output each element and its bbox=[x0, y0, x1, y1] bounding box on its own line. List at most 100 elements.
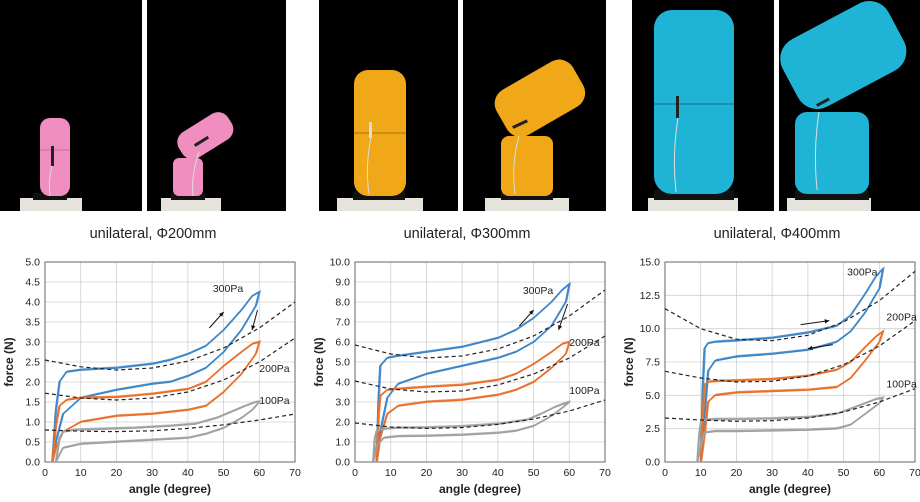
y-tick-label: 0.5 bbox=[25, 437, 40, 449]
force-angle-chart-200: 0.0 0.5 1.0 1.5 2.0 2.5 3.0 3.5 4.0 4.5 5.0 0 10 20 30… bbox=[2, 257, 301, 497]
actuator-illustration bbox=[337, 70, 423, 211]
x-tick-label: 10 bbox=[75, 467, 87, 479]
series-label: 200Pa bbox=[886, 312, 917, 324]
series-label: 300Pa bbox=[213, 283, 244, 295]
y-axis-label: force (N) bbox=[312, 337, 326, 386]
photo-200-bent bbox=[147, 0, 286, 211]
y-tick-label: 0.0 bbox=[25, 457, 40, 469]
y-tick-label: 10.0 bbox=[330, 257, 351, 269]
arrow-head bbox=[218, 312, 224, 317]
y-tick-label: 1.0 bbox=[25, 417, 40, 429]
y-tick-label: 5.0 bbox=[645, 390, 660, 402]
caption-400: unilateral, Φ400mm bbox=[713, 226, 841, 242]
y-tick-label: 2.0 bbox=[335, 417, 350, 429]
y-tick-label: 1.0 bbox=[335, 437, 350, 449]
x-tick-label: 10 bbox=[385, 467, 397, 479]
photo-300-bent bbox=[463, 0, 606, 211]
arrow-head bbox=[251, 325, 256, 330]
x-tick-label: 40 bbox=[802, 467, 814, 479]
y-axis-label: force (N) bbox=[2, 337, 16, 386]
y-tick-label: 12.5 bbox=[640, 290, 661, 302]
y-tick-label: 0.0 bbox=[335, 457, 350, 469]
y-tick-label: 1.5 bbox=[25, 397, 40, 409]
y-tick-label: 4.5 bbox=[25, 277, 40, 289]
arrow-head bbox=[824, 319, 830, 324]
chart-300: 0.0 1.0 2.0 3.0 4.0 5.0 6.0 7.0 8.0 9.0 10.0 0 10 20 3… bbox=[310, 252, 611, 502]
x-tick-label: 70 bbox=[599, 467, 611, 479]
y-tick-label: 5.0 bbox=[25, 257, 40, 269]
series-line-200Pa bbox=[375, 341, 571, 463]
photo-400-bent bbox=[779, 0, 920, 211]
x-tick-label: 20 bbox=[421, 467, 433, 479]
y-tick-label: 7.5 bbox=[645, 357, 660, 369]
x-tick-label: 50 bbox=[528, 467, 540, 479]
series-line-300Pa bbox=[51, 291, 261, 463]
arrow-head bbox=[807, 345, 813, 351]
x-axis-label: angle (degree) bbox=[129, 482, 211, 496]
x-tick-label: 70 bbox=[909, 467, 920, 479]
y-tick-label: 3.0 bbox=[335, 397, 350, 409]
series-line-trace-200Pa bbox=[52, 340, 262, 461]
y-tick-label: 6.0 bbox=[335, 337, 350, 349]
x-tick-label: 30 bbox=[146, 467, 158, 479]
series-label: 300Pa bbox=[847, 266, 878, 278]
y-tick-label: 8.0 bbox=[335, 297, 350, 309]
x-tick-label: 0 bbox=[352, 467, 358, 479]
plot-border bbox=[44, 261, 296, 463]
y-tick-label: 4.0 bbox=[25, 297, 40, 309]
caption-200: unilateral, Φ200mm bbox=[89, 226, 217, 242]
x-tick-label: 40 bbox=[492, 467, 504, 479]
direction-arrow bbox=[558, 303, 568, 331]
y-tick-label: 9.0 bbox=[335, 277, 350, 289]
plot-border bbox=[354, 261, 606, 463]
series-line-trace-200Pa bbox=[377, 340, 572, 461]
direction-arrow bbox=[800, 320, 830, 326]
force-angle-chart-300: 0.0 1.0 2.0 3.0 4.0 5.0 6.0 7.0 8.0 9.0 10.0 0 10 20 3… bbox=[312, 257, 611, 497]
caption-300: unilateral, Φ300mm bbox=[403, 226, 531, 242]
fit-curve bbox=[664, 320, 916, 383]
actuator-illustration bbox=[20, 118, 82, 211]
x-tick-label: 0 bbox=[42, 467, 48, 479]
actuator-illustration bbox=[161, 112, 234, 211]
y-tick-label: 4.0 bbox=[335, 377, 350, 389]
x-tick-label: 50 bbox=[218, 467, 230, 479]
fit-curve bbox=[44, 301, 296, 371]
photo-300-straight bbox=[319, 0, 458, 211]
y-tick-label: 15.0 bbox=[640, 257, 661, 269]
series-line-trace-100Pa bbox=[56, 400, 262, 462]
y-tick-label: 2.5 bbox=[25, 357, 40, 369]
chart-400: 0.0 2.5 5.0 7.5 10.0 12.5 15.0 0 10 20 30 40 50 60 70 a… bbox=[620, 252, 920, 502]
series-line-trace-300Pa bbox=[52, 289, 262, 461]
x-tick-label: 30 bbox=[766, 467, 778, 479]
photo-200-straight bbox=[0, 0, 142, 211]
series-label: 200Pa bbox=[569, 337, 600, 349]
x-tick-label: 20 bbox=[111, 467, 123, 479]
series-label: 100Pa bbox=[259, 395, 290, 407]
y-tick-label: 5.0 bbox=[335, 357, 350, 369]
y-tick-label: 3.0 bbox=[25, 337, 40, 349]
y-tick-label: 0.0 bbox=[645, 457, 660, 469]
y-tick-label: 3.5 bbox=[25, 317, 40, 329]
y-tick-label: 2.5 bbox=[645, 423, 660, 435]
actuator-illustration bbox=[780, 1, 907, 211]
x-tick-label: 60 bbox=[563, 467, 575, 479]
x-tick-label: 30 bbox=[456, 467, 468, 479]
x-axis-label: angle (degree) bbox=[439, 482, 521, 496]
x-tick-label: 10 bbox=[695, 467, 707, 479]
y-tick-label: 2.0 bbox=[25, 377, 40, 389]
series-line-100Pa bbox=[372, 401, 571, 463]
series-line-trace-300Pa bbox=[701, 266, 885, 461]
plot-border bbox=[664, 261, 916, 463]
series-label: 100Pa bbox=[569, 385, 600, 397]
chart-200: 0.0 0.5 1.0 1.5 2.0 2.5 3.0 3.5 4.0 4.5 5.0 0 10 20 30… bbox=[0, 252, 301, 502]
actuator-illustration bbox=[485, 59, 586, 211]
series-line-200Pa bbox=[51, 341, 261, 463]
x-tick-label: 70 bbox=[289, 467, 301, 479]
series-line-100Pa bbox=[54, 401, 261, 463]
series-label: 100Pa bbox=[886, 378, 917, 390]
arrow-head bbox=[528, 310, 534, 315]
fit-curve bbox=[354, 289, 606, 359]
y-tick-label: 7.0 bbox=[335, 317, 350, 329]
arrow-head bbox=[557, 325, 563, 330]
x-tick-label: 60 bbox=[873, 467, 885, 479]
